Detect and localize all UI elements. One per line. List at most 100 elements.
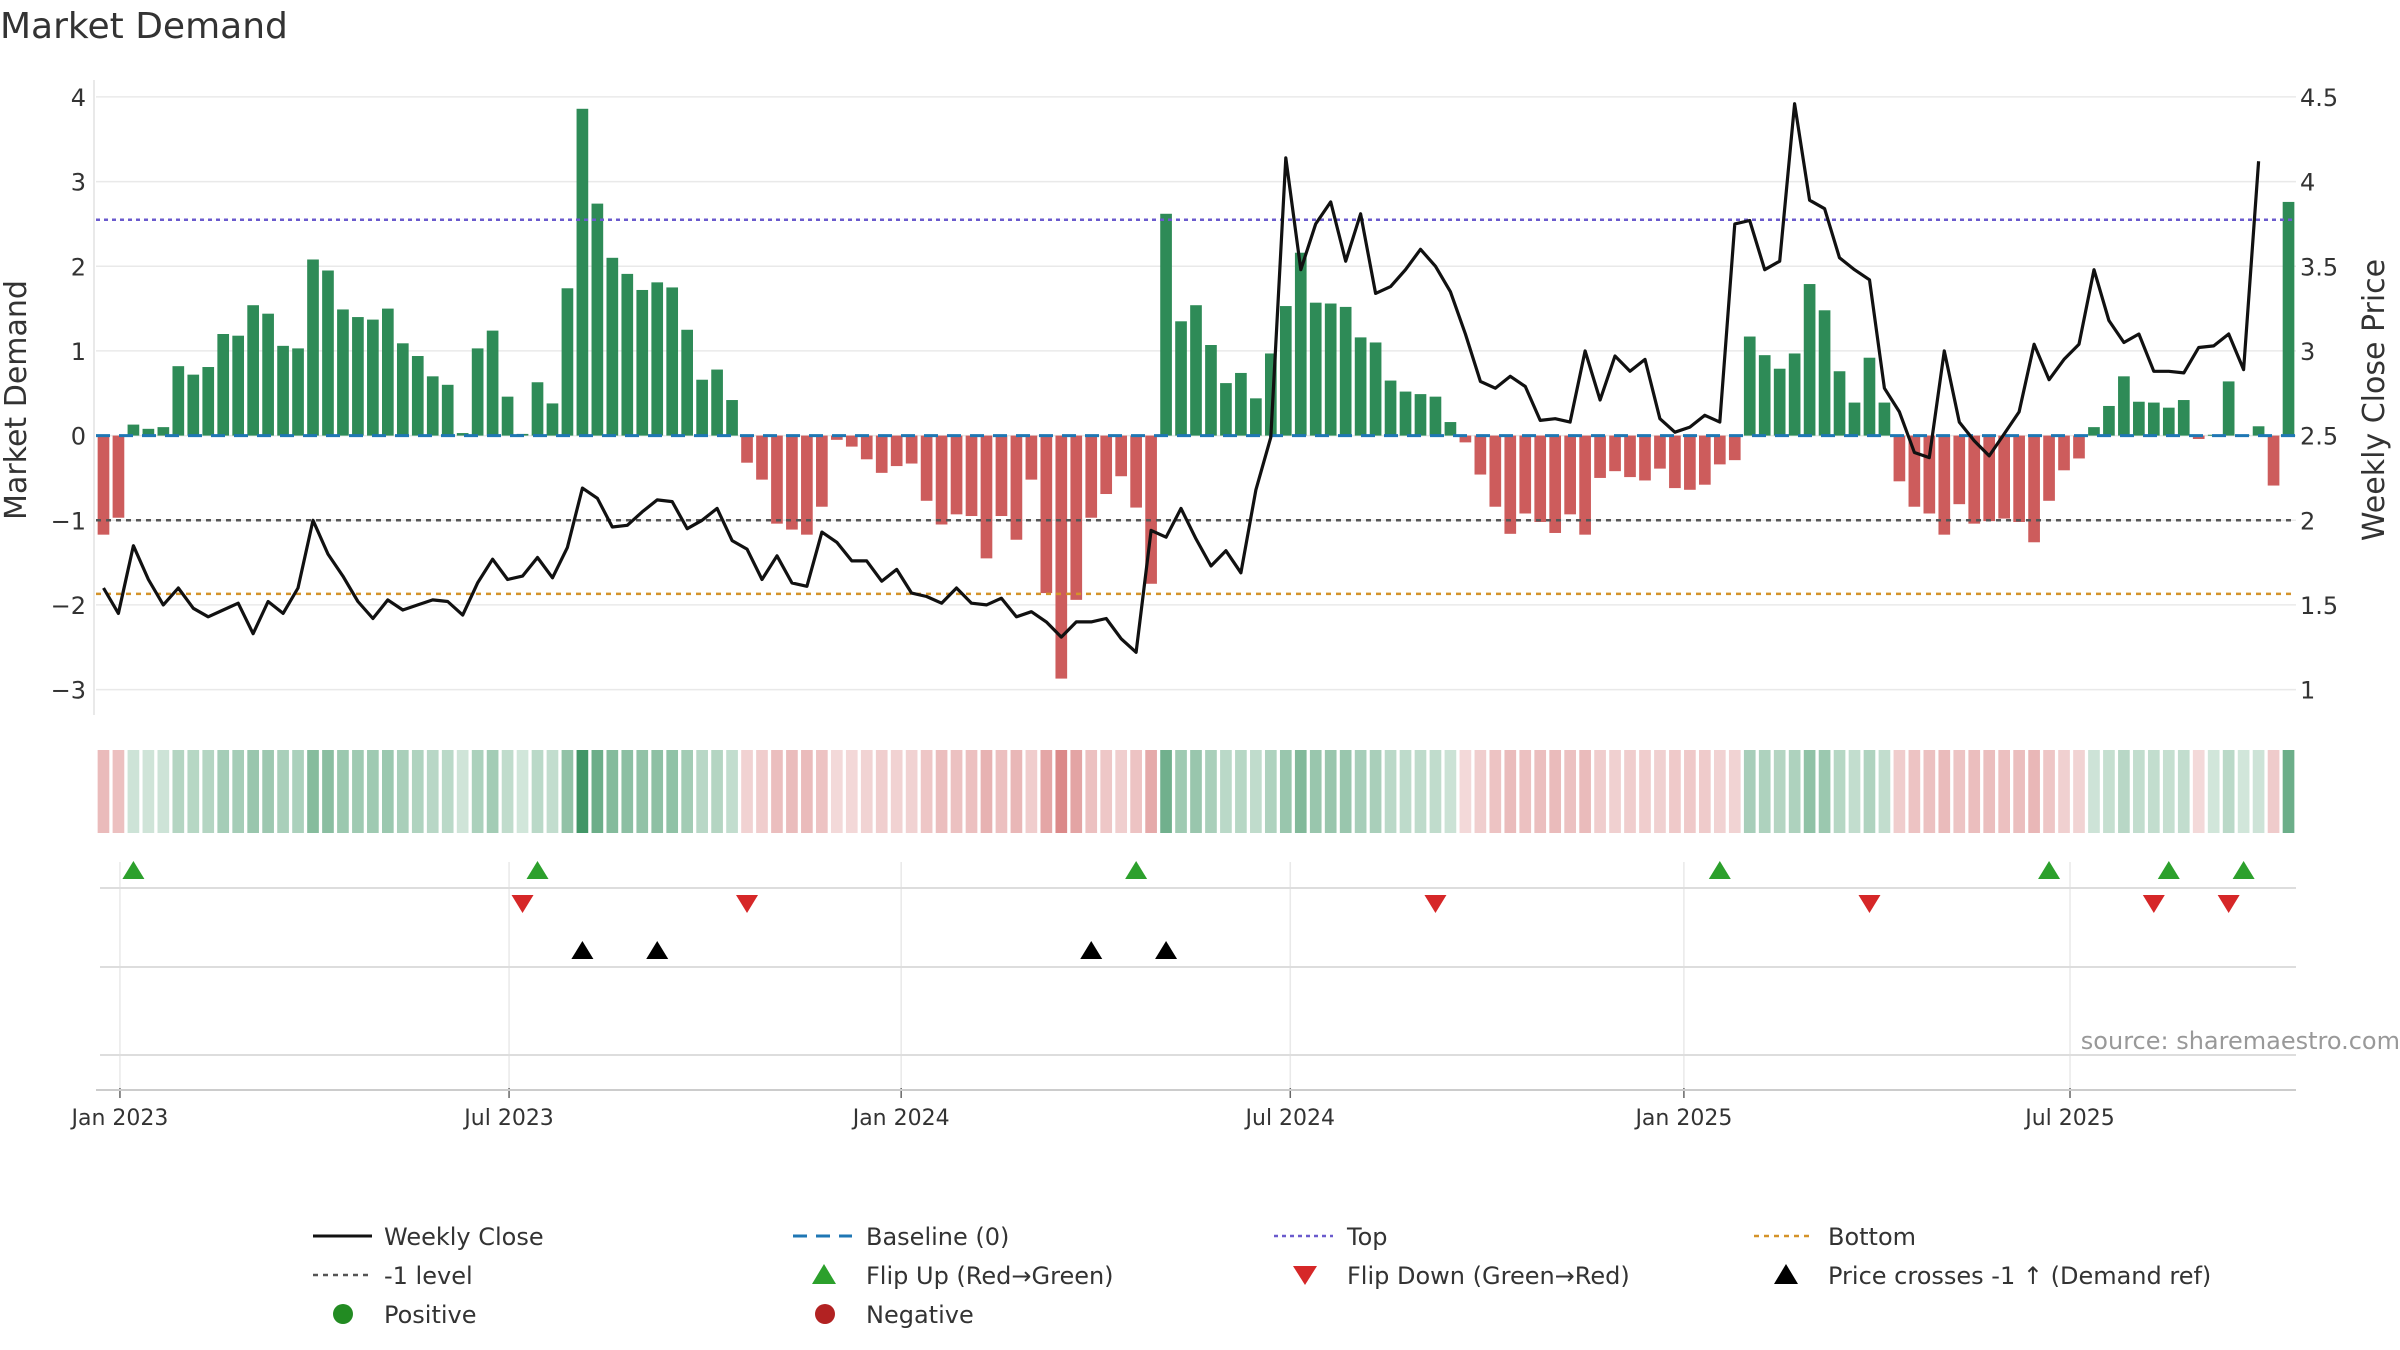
heat-cell	[2282, 750, 2295, 833]
heat-cell	[127, 750, 140, 833]
demand-bar	[411, 356, 424, 436]
demand-bar	[995, 435, 1008, 517]
weekly-close-line-group	[102, 102, 2261, 654]
legend-minus-one: -1 level	[384, 1262, 473, 1290]
demand-bar	[1983, 435, 1996, 522]
demand-bar	[1609, 435, 1621, 472]
heat-cell	[247, 750, 259, 833]
demand-bar	[277, 345, 289, 436]
demand-bar	[1968, 435, 1981, 524]
y2-tick-label: 4	[2300, 169, 2315, 197]
demand-bar	[1459, 435, 1472, 443]
heat-cell	[1145, 750, 1157, 833]
demand-bar	[486, 330, 499, 436]
heat-cell	[980, 750, 993, 833]
heat-cell	[1998, 750, 2010, 833]
heat-cell	[2058, 750, 2070, 833]
heat-cell	[636, 750, 649, 833]
demand-bar	[1489, 435, 1502, 507]
chart-title: Market Demand	[0, 6, 288, 47]
demand-bar	[1010, 435, 1023, 540]
heat-cell	[1309, 750, 1322, 833]
heat-cell	[1115, 750, 1128, 833]
demand-bar	[965, 435, 978, 517]
demand-bar	[2013, 435, 2025, 522]
reference-lines	[96, 218, 2296, 596]
demand-bar	[1788, 353, 1801, 436]
demand-bar	[1160, 213, 1172, 436]
price-cross-marker	[1080, 941, 1103, 959]
demand-bar	[2147, 402, 2160, 436]
demand-bar	[352, 317, 364, 436]
flip-down-marker	[1424, 895, 1447, 913]
demand-bar	[127, 424, 140, 436]
demand-bar	[1324, 303, 1337, 436]
flip-down-marker	[2142, 895, 2165, 913]
demand-bar	[262, 313, 274, 436]
demand-bar	[935, 435, 948, 525]
heat-cell	[711, 750, 723, 833]
heat-cell	[741, 750, 753, 833]
legend-top: Top	[1346, 1223, 1388, 1251]
heat-cell	[905, 750, 918, 833]
heat-cell	[1444, 750, 1457, 833]
heat-cell	[501, 750, 514, 833]
heat-cell	[1549, 750, 1562, 833]
heat-cell	[1938, 750, 1951, 833]
heat-cell	[456, 750, 469, 833]
demand-bar	[1923, 435, 1936, 514]
heat-cell	[1908, 750, 1921, 833]
heat-cell	[726, 750, 738, 833]
x-tick-label: Jul 2025	[2023, 1106, 2115, 1131]
heat-cell	[277, 750, 289, 833]
demand-bar	[801, 435, 813, 535]
demand-bar	[666, 287, 679, 436]
y-tick-label: 3	[71, 169, 86, 197]
demand-bar	[187, 374, 200, 436]
y2-tick-label: 2	[2300, 507, 2315, 535]
demand-bar	[1549, 435, 1562, 533]
demand-bar	[591, 203, 604, 436]
heat-cell	[2177, 750, 2190, 833]
y-axis-label: Market Demand	[0, 280, 34, 520]
heat-cell	[382, 750, 394, 833]
legend-flip-down: Flip Down (Green→Red)	[1347, 1262, 1630, 1290]
heat-cell	[1250, 750, 1262, 833]
heat-cell	[696, 750, 708, 833]
heat-cell	[2043, 750, 2055, 833]
demand-bar	[217, 334, 230, 436]
demand-bar	[396, 343, 409, 436]
legend-flip-up-swatch	[812, 1264, 836, 1284]
heat-cell	[1279, 750, 1292, 833]
heat-cell	[1474, 750, 1487, 833]
heat-cell	[1085, 750, 1098, 833]
heat-cell	[1788, 750, 1801, 833]
heat-cell	[1609, 750, 1621, 833]
demand-bar	[980, 435, 993, 559]
heat-cell	[1878, 750, 1891, 833]
heat-cell	[2162, 750, 2175, 833]
heat-cell	[1354, 750, 1367, 833]
heat-cell	[396, 750, 409, 833]
heat-cell	[292, 750, 304, 833]
demand-bar	[651, 282, 664, 436]
heat-cell	[546, 750, 559, 833]
heat-cell	[1504, 750, 1517, 833]
heat-cell	[890, 750, 903, 833]
heat-cell	[845, 750, 858, 833]
heat-cell	[920, 750, 933, 833]
demand-bar	[1384, 380, 1397, 436]
y-tick-labels: 4 3 2 1 0 −1 −2 −3	[51, 84, 86, 705]
demand-bar	[1773, 368, 1786, 436]
demand-bar	[1085, 435, 1098, 518]
demand-bar	[1713, 435, 1726, 465]
demand-bar	[1624, 435, 1636, 478]
demand-bar	[1953, 435, 1966, 505]
legend: Weekly Close -1 level Positive Baseline …	[313, 1223, 2211, 1329]
demand-bar	[1025, 435, 1038, 480]
y-tick-label: −2	[51, 592, 86, 620]
legend-bottom: Bottom	[1828, 1223, 1916, 1251]
heat-cell	[232, 750, 245, 833]
heat-cell	[202, 750, 215, 833]
demand-bar	[546, 403, 559, 436]
